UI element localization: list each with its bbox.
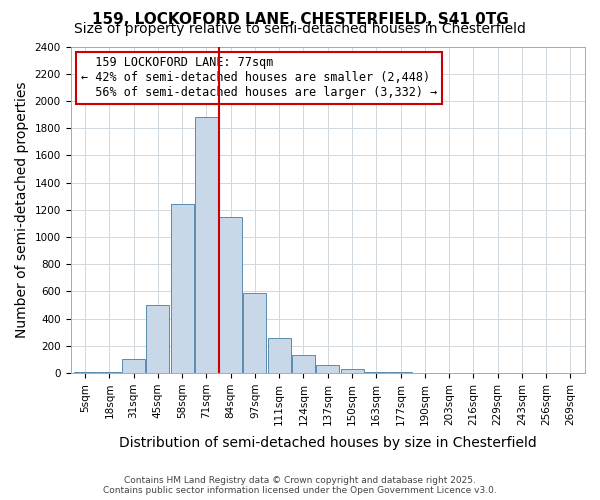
Bar — [244, 293, 266, 373]
Bar — [74, 372, 97, 373]
Bar — [122, 360, 145, 373]
Bar — [292, 356, 315, 373]
Bar — [146, 305, 169, 373]
Bar — [389, 372, 412, 373]
X-axis label: Distribution of semi-detached houses by size in Chesterfield: Distribution of semi-detached houses by … — [119, 436, 536, 450]
Bar — [98, 372, 121, 373]
Bar — [341, 369, 364, 373]
Text: Contains HM Land Registry data © Crown copyright and database right 2025.
Contai: Contains HM Land Registry data © Crown c… — [103, 476, 497, 495]
Bar — [219, 216, 242, 373]
Bar — [316, 365, 339, 373]
Bar — [268, 338, 291, 373]
Bar — [170, 204, 194, 373]
Text: 159 LOCKOFORD LANE: 77sqm
← 42% of semi-detached houses are smaller (2,448)
  56: 159 LOCKOFORD LANE: 77sqm ← 42% of semi-… — [81, 56, 437, 100]
Bar — [195, 118, 218, 373]
Y-axis label: Number of semi-detached properties: Number of semi-detached properties — [15, 82, 29, 338]
Text: 159, LOCKOFORD LANE, CHESTERFIELD, S41 0TG: 159, LOCKOFORD LANE, CHESTERFIELD, S41 0… — [92, 12, 508, 28]
Text: Size of property relative to semi-detached houses in Chesterfield: Size of property relative to semi-detach… — [74, 22, 526, 36]
Bar — [365, 372, 388, 373]
